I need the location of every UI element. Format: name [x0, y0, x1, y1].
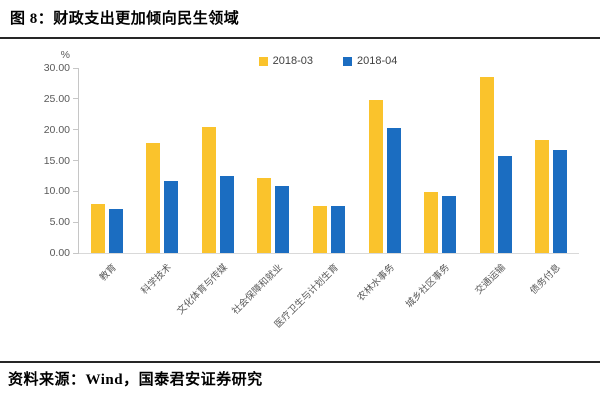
bar-2018-03 — [479, 77, 494, 253]
x-axis-category-label: 债务付息 — [528, 262, 564, 297]
y-axis-tick — [73, 252, 79, 254]
y-axis-tick — [73, 129, 79, 131]
y-axis-tick — [73, 98, 79, 100]
bar-2018-04 — [330, 206, 345, 253]
bar-2018-03 — [90, 204, 105, 253]
legend-item: 2018-03 — [258, 55, 313, 67]
source-divider — [0, 361, 600, 363]
bar-2018-04 — [108, 209, 123, 253]
bar-2018-04 — [442, 195, 457, 253]
source-note: 资料来源：Wind，国泰君安证券研究 — [8, 372, 263, 388]
x-axis-category-label: 交通运输 — [472, 262, 508, 297]
legend-swatch-icon — [258, 56, 268, 66]
bar-2018-03 — [368, 100, 383, 253]
bar-2018-03 — [257, 178, 272, 253]
y-axis-tick — [73, 67, 79, 69]
legend-swatch-icon — [343, 56, 352, 66]
y-axis-tick-label: 25.00 — [43, 92, 70, 105]
bar-2018-04 — [497, 155, 512, 253]
bar-2018-03 — [312, 205, 327, 253]
bar-2018-04 — [386, 127, 401, 253]
y-axis-unit-label: % — [60, 49, 70, 61]
bar-group — [468, 68, 524, 253]
chart-legend: 2018-03 2018-04 — [78, 55, 578, 67]
x-axis-category-label: 社会保障和就业 — [230, 262, 286, 317]
x-axis-category-label: 教育 — [97, 262, 119, 284]
y-axis-tick — [73, 160, 79, 161]
y-axis-tick-label: 15.00 — [43, 154, 70, 167]
legend-label: 2018-04 — [357, 55, 398, 67]
bar-group — [135, 68, 191, 253]
legend-item: 2018-04 — [343, 55, 397, 67]
bar-2018-03 — [424, 191, 439, 253]
bar-group — [301, 68, 357, 253]
title-divider — [0, 37, 600, 39]
bar-group — [523, 68, 579, 253]
bar-2018-03 — [146, 143, 161, 253]
bar-group — [190, 68, 246, 253]
bar-2018-04 — [219, 175, 234, 253]
plot-area: % 30.00 25.00 20.00 15.00 10.00 5.00 0.00 教育 科学技… — [44, 49, 579, 330]
figure-title: 图 8：财政支出更加倾向民生领域 — [10, 11, 240, 27]
bar-group — [357, 68, 413, 253]
y-axis-tick-label: 5.00 — [49, 216, 70, 229]
bar-group — [246, 68, 302, 253]
y-axis-tick — [73, 221, 79, 223]
legend-label: 2018-03 — [272, 55, 313, 67]
bar-group — [412, 68, 468, 253]
bar-2018-04 — [553, 150, 568, 253]
bar-group — [79, 68, 135, 253]
x-axis-category-label: 农林水事务 — [355, 262, 397, 304]
bar-2018-03 — [535, 140, 550, 253]
y-axis-tick — [73, 190, 79, 192]
x-axis-category-label: 文化体育与传媒 — [174, 262, 230, 317]
y-axis-tick-label: 20.00 — [43, 123, 70, 136]
y-axis-tick-label: 10.00 — [43, 185, 70, 198]
bar-2018-04 — [164, 180, 179, 253]
x-axis-category-label: 城乡社区事务 — [403, 262, 453, 311]
bar-2018-03 — [201, 126, 216, 253]
y-axis-tick-label: 0.00 — [49, 247, 70, 259]
bar-2018-04 — [275, 186, 290, 253]
y-axis-tick-label: 30.00 — [43, 62, 70, 74]
x-axis-category-label: 科学技术 — [139, 262, 175, 297]
